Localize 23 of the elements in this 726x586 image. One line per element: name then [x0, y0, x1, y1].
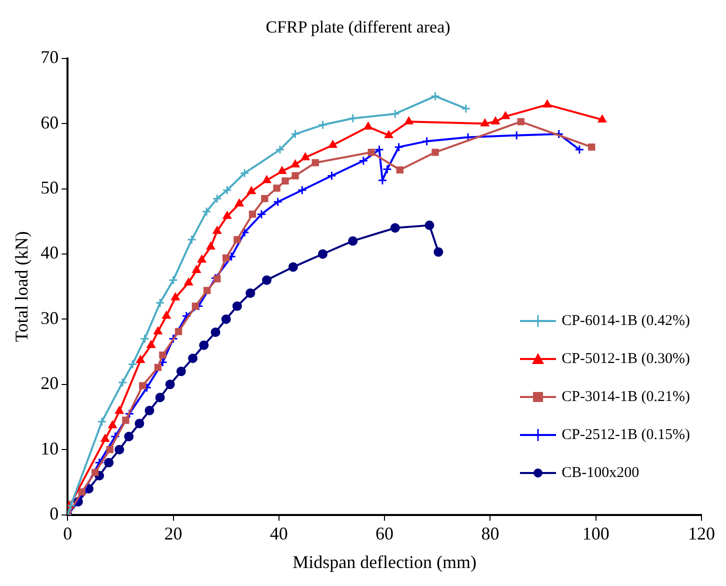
- y-tick-label: 10: [40, 438, 59, 458]
- y-tick-label: 20: [40, 373, 59, 394]
- y-tick-label: 40: [40, 242, 59, 263]
- x-tick-label: 60: [376, 523, 394, 544]
- y-tick-label: 60: [40, 112, 59, 132]
- y-tick-label: 70: [40, 47, 59, 68]
- y-tick-label: 0: [50, 504, 59, 524]
- chart-title: CFRP plate (different area): [266, 18, 450, 37]
- x-tick-label: 40: [270, 523, 288, 544]
- x-tick-label: 100: [582, 523, 610, 544]
- x-tick-label: 0: [63, 523, 72, 544]
- legend-label: CP-2512-1B (0.15%): [562, 426, 690, 444]
- legend-label: CP-6014-1B (0.42%): [562, 312, 690, 330]
- x-tick-label: 80: [481, 523, 500, 544]
- y-tick-label: 30: [40, 308, 59, 328]
- legend-label: CP-3014-1B (0.21%): [562, 388, 690, 406]
- x-tick-label: 20: [164, 523, 182, 544]
- legend-label: CB-100x200: [562, 464, 640, 482]
- y-axis-title: Total load (kN): [12, 231, 32, 342]
- y-tick-label: 50: [40, 178, 59, 198]
- legend-label: CP-5012-1B (0.30%): [562, 350, 690, 368]
- x-axis-title: Midspan deflection (mm): [292, 552, 477, 572]
- x-tick-label: 120: [688, 523, 715, 544]
